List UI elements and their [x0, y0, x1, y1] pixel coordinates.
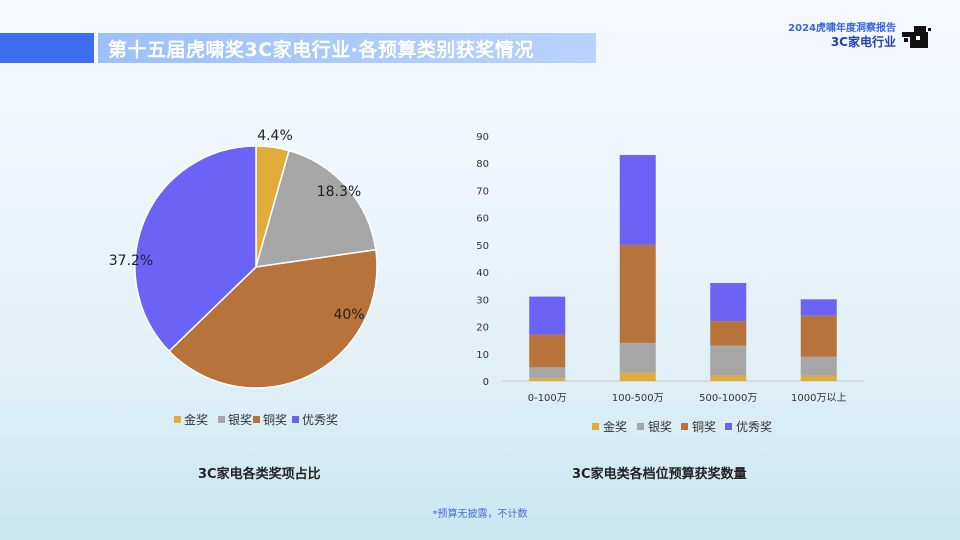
y-tick-label: 50: [476, 241, 489, 252]
y-tick-label: 0: [483, 377, 489, 388]
pie-slice-4: [134, 145, 257, 353]
bar-legend-swatch: [637, 423, 644, 430]
brand-block: 2024虎啸年度洞察报告 3C家电行业: [788, 22, 932, 50]
bar-segment: [800, 356, 837, 376]
pie-data-label: 37.2%: [109, 253, 153, 269]
footnote: *预算无披露，不计数: [432, 509, 528, 520]
brand-logo-icon: [902, 26, 931, 48]
pie-legend-swatch: [292, 416, 299, 423]
y-tick-label: 10: [476, 350, 489, 361]
bar-segment: [710, 283, 747, 322]
bar-segment: [529, 296, 566, 335]
x-tick-label: 1000万以上: [791, 392, 846, 404]
page-title: 第十五届虎啸奖3C家电行业·各预算类别获奖情况: [108, 38, 534, 61]
bar-segment: [710, 375, 747, 381]
y-tick-label: 20: [476, 323, 489, 334]
pie-legend-label: 优秀奖: [302, 413, 338, 427]
y-tick-label: 70: [476, 186, 489, 197]
brand-report-title: 2024虎啸年度洞察报告: [788, 23, 896, 34]
title-bar: 第十五届虎啸奖3C家电行业·各预算类别获奖情况: [98, 33, 596, 63]
y-tick-label: 30: [476, 295, 489, 306]
bar-segment: [710, 321, 747, 346]
y-tick-label: 80: [476, 159, 489, 170]
bar-segment: [619, 342, 656, 373]
bar-segment: [529, 367, 566, 379]
y-tick-label: 90: [476, 132, 489, 143]
pie-slice-2: [254, 149, 377, 268]
bar-segment: [800, 315, 837, 357]
y-tick-label: 60: [476, 214, 489, 225]
pie-slice-3: [167, 248, 378, 389]
bar-legend-label: 金奖: [603, 419, 627, 434]
bar-segment: [800, 375, 837, 381]
bar-segment: [619, 155, 656, 245]
bar-segment: [529, 334, 566, 368]
pie-data-label: 40%: [333, 307, 364, 323]
pie-legend-swatch: [253, 416, 260, 423]
bar-segment: [619, 372, 656, 381]
brand-industry-label: 3C家电行业: [830, 35, 896, 49]
x-tick-label: 500-1000万: [699, 393, 757, 404]
y-tick-label: 40: [476, 268, 489, 279]
x-tick-label: 0-100万: [528, 393, 567, 404]
pie-legend-swatch: [218, 416, 225, 423]
bar-legend-label: 银奖: [648, 420, 672, 434]
x-tick-label: 100-500万: [612, 393, 664, 404]
bar-segment: [710, 345, 747, 376]
bar-segment: [800, 299, 837, 316]
pie-legend-label: 银奖: [228, 413, 252, 427]
bar-legend-label: 优秀奖: [736, 420, 772, 434]
pie-legend-label: 铜奖: [263, 412, 287, 427]
pie-legend-label: 金奖: [184, 412, 208, 427]
bar-segment: [619, 244, 656, 343]
bar-chart-caption: 3C家电类各档位预算获奖数量: [572, 467, 747, 482]
pie-data-label: 4.4%: [257, 128, 293, 144]
bar-legend-swatch: [725, 423, 732, 430]
pie-chart-caption: 3C家电各类奖项占比: [198, 467, 321, 482]
bar-legend-label: 铜奖: [692, 419, 716, 434]
bar-legend-swatch: [681, 423, 688, 430]
pie-legend-swatch: [174, 416, 181, 423]
title-accent-bar: [0, 33, 94, 63]
bar-legend-swatch: [592, 423, 599, 430]
bar-segment: [529, 378, 566, 381]
pie-data-label: 18.3%: [317, 184, 361, 200]
